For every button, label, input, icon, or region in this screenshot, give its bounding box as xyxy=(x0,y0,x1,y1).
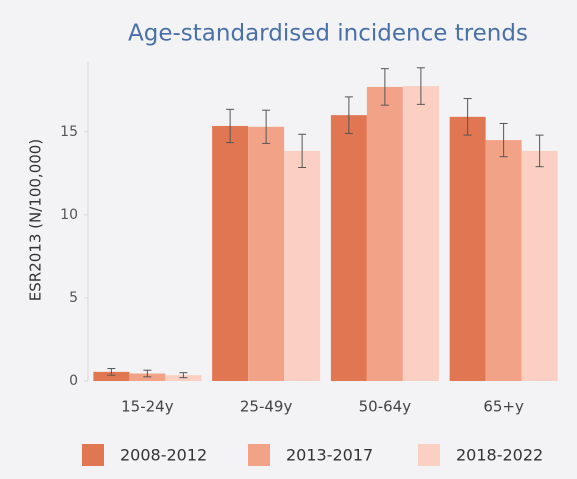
bar xyxy=(449,116,486,381)
y-tick-label: 10 xyxy=(60,207,78,223)
bar xyxy=(212,125,249,381)
error-bar xyxy=(298,133,307,169)
legend-label: 2008-2012 xyxy=(120,446,207,465)
bar xyxy=(402,86,439,381)
error-bar xyxy=(499,122,508,158)
x-tick-label: 15-24y xyxy=(121,398,174,416)
y-tick-label: 0 xyxy=(69,373,78,389)
bar xyxy=(330,115,367,382)
bar xyxy=(366,86,403,381)
error-bar xyxy=(535,134,544,168)
error-bar xyxy=(463,98,472,136)
error-bar xyxy=(226,108,235,144)
bar xyxy=(248,126,285,381)
error-bar xyxy=(262,109,271,144)
x-tick-label: 50-64y xyxy=(359,398,412,416)
y-tick-label: 15 xyxy=(60,124,78,140)
legend-swatch xyxy=(248,444,270,466)
error-bar xyxy=(179,372,188,379)
error-bar xyxy=(416,67,425,105)
x-tick-label: 65+y xyxy=(483,398,524,416)
bar xyxy=(93,371,130,381)
bar xyxy=(284,150,321,381)
bar xyxy=(485,140,522,381)
legend-swatch xyxy=(418,444,440,466)
y-axis-label: ESR2013 (N/100,000) xyxy=(27,139,45,301)
error-bar xyxy=(380,68,389,106)
x-tick-label: 25-49y xyxy=(240,398,293,416)
error-bar xyxy=(344,96,353,134)
legend-swatch xyxy=(82,444,104,466)
y-tick-label: 5 xyxy=(69,290,78,306)
error-bar xyxy=(143,369,152,378)
chart-title: Age-standardised incidence trends xyxy=(128,21,528,47)
error-bar xyxy=(107,368,116,376)
bar xyxy=(521,150,558,381)
legend-label: 2013-2017 xyxy=(286,446,373,465)
legend-label: 2018-2022 xyxy=(456,446,543,465)
